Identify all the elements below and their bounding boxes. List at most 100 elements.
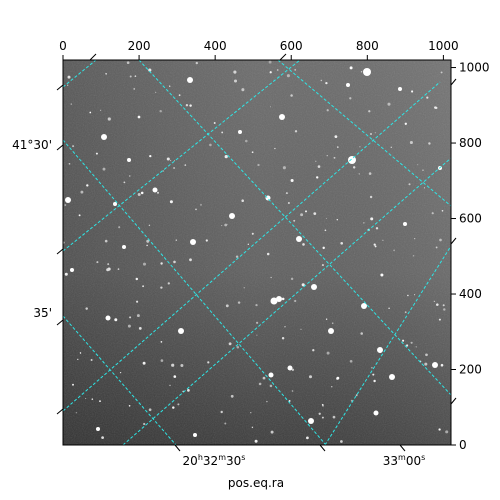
star [160, 286, 163, 289]
star [128, 404, 131, 407]
star [159, 109, 162, 113]
ra-tick [319, 444, 326, 452]
star [340, 241, 344, 245]
star [302, 243, 305, 246]
star [269, 384, 273, 388]
star [230, 394, 234, 398]
star [322, 246, 325, 250]
star [152, 187, 158, 193]
star [306, 436, 309, 440]
y-tick-label: 400 [459, 287, 482, 301]
star [404, 122, 407, 125]
star [322, 405, 324, 407]
star [290, 178, 294, 183]
star [169, 384, 171, 387]
dec-tick [56, 408, 64, 415]
star [426, 96, 429, 99]
star [372, 373, 375, 376]
star [143, 422, 146, 426]
star [334, 135, 338, 139]
star [349, 66, 353, 70]
dec-tick [56, 84, 64, 91]
star [187, 389, 190, 392]
star [207, 361, 210, 364]
star [256, 321, 259, 324]
star [160, 341, 163, 343]
star [331, 322, 334, 325]
star [411, 90, 414, 93]
star [85, 307, 88, 310]
star [320, 79, 323, 82]
star [287, 201, 290, 205]
star [148, 224, 151, 227]
star [293, 219, 296, 222]
star [406, 344, 409, 347]
star [178, 94, 181, 97]
star [72, 145, 75, 148]
star [432, 362, 438, 368]
star [236, 346, 240, 349]
x-tick-label: 0 [59, 39, 67, 53]
star [160, 359, 164, 362]
edge-tick [450, 397, 457, 405]
star [142, 285, 145, 288]
star [285, 192, 288, 195]
star [336, 376, 340, 380]
star [155, 91, 157, 93]
star [441, 209, 444, 212]
star [85, 397, 87, 400]
star [123, 181, 126, 184]
ra-tick-label: 20h32m30s [183, 453, 246, 468]
star [167, 282, 170, 285]
dec-tick-label: 35' [33, 306, 52, 320]
star [189, 258, 192, 262]
star [117, 268, 120, 270]
star [243, 287, 245, 289]
star [99, 109, 102, 112]
star [68, 162, 71, 165]
y-tick-label: 600 [459, 212, 482, 226]
star [75, 412, 77, 414]
star [318, 412, 321, 415]
star [312, 349, 315, 352]
star [79, 352, 82, 354]
star [438, 428, 441, 431]
star [96, 427, 100, 431]
y-tick-label: 200 [459, 363, 482, 377]
star [142, 361, 146, 365]
star [276, 296, 282, 302]
star [254, 439, 258, 443]
star [160, 262, 163, 265]
edge-tick [89, 53, 97, 61]
star [333, 156, 336, 159]
star [321, 416, 324, 419]
star [373, 379, 376, 383]
edge-tick [450, 78, 457, 86]
star [122, 245, 126, 249]
star [363, 68, 371, 76]
star [238, 130, 242, 134]
star [374, 132, 376, 134]
star [308, 418, 314, 424]
star [226, 223, 228, 225]
star [135, 277, 139, 281]
x-tick-label: 1000 [428, 39, 459, 53]
star [205, 239, 208, 242]
star [268, 60, 272, 64]
star [390, 146, 392, 148]
star [279, 114, 285, 120]
star [398, 87, 402, 91]
star [118, 226, 121, 229]
star [422, 169, 424, 172]
star [113, 202, 117, 206]
star [170, 159, 172, 162]
star [156, 191, 160, 194]
star [374, 245, 377, 248]
star [70, 103, 73, 105]
star [369, 132, 373, 136]
star [184, 164, 187, 166]
star [294, 299, 297, 303]
star [349, 97, 352, 100]
star [193, 433, 197, 437]
star [241, 199, 244, 202]
